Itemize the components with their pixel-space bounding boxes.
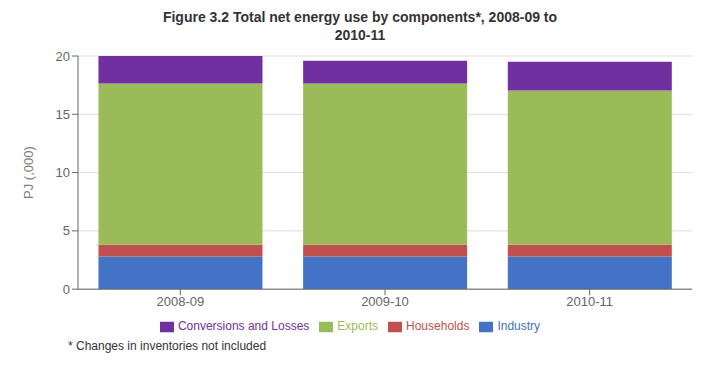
- svg-text:PJ (,000): PJ (,000): [21, 146, 36, 199]
- svg-text:15: 15: [56, 107, 70, 122]
- svg-text:2009-10: 2009-10: [361, 294, 409, 309]
- svg-text:2008-09: 2008-09: [156, 294, 204, 309]
- svg-text:10: 10: [56, 165, 70, 180]
- svg-text:20: 20: [56, 49, 70, 64]
- html-text:Figure 3.2 Total net energy us: Figure 3.2 Total net energy use by compo…: [162, 9, 558, 25]
- html-text:Industry: Industry: [497, 319, 541, 334]
- svg-text:5: 5: [63, 223, 70, 238]
- svg-text:0: 0: [63, 282, 70, 297]
- html-text:Conversions and Losses: Conversions and Losses: [177, 319, 310, 334]
- html-text:Exports: Exports: [337, 319, 378, 334]
- html-text:2010-11: 2010-11: [334, 27, 386, 43]
- html-text:* Changes in inventories not i: * Changes in inventories not included: [68, 339, 267, 353]
- svg-text:2010-11: 2010-11: [566, 294, 613, 309]
- html-text:Households: Households: [406, 319, 470, 334]
